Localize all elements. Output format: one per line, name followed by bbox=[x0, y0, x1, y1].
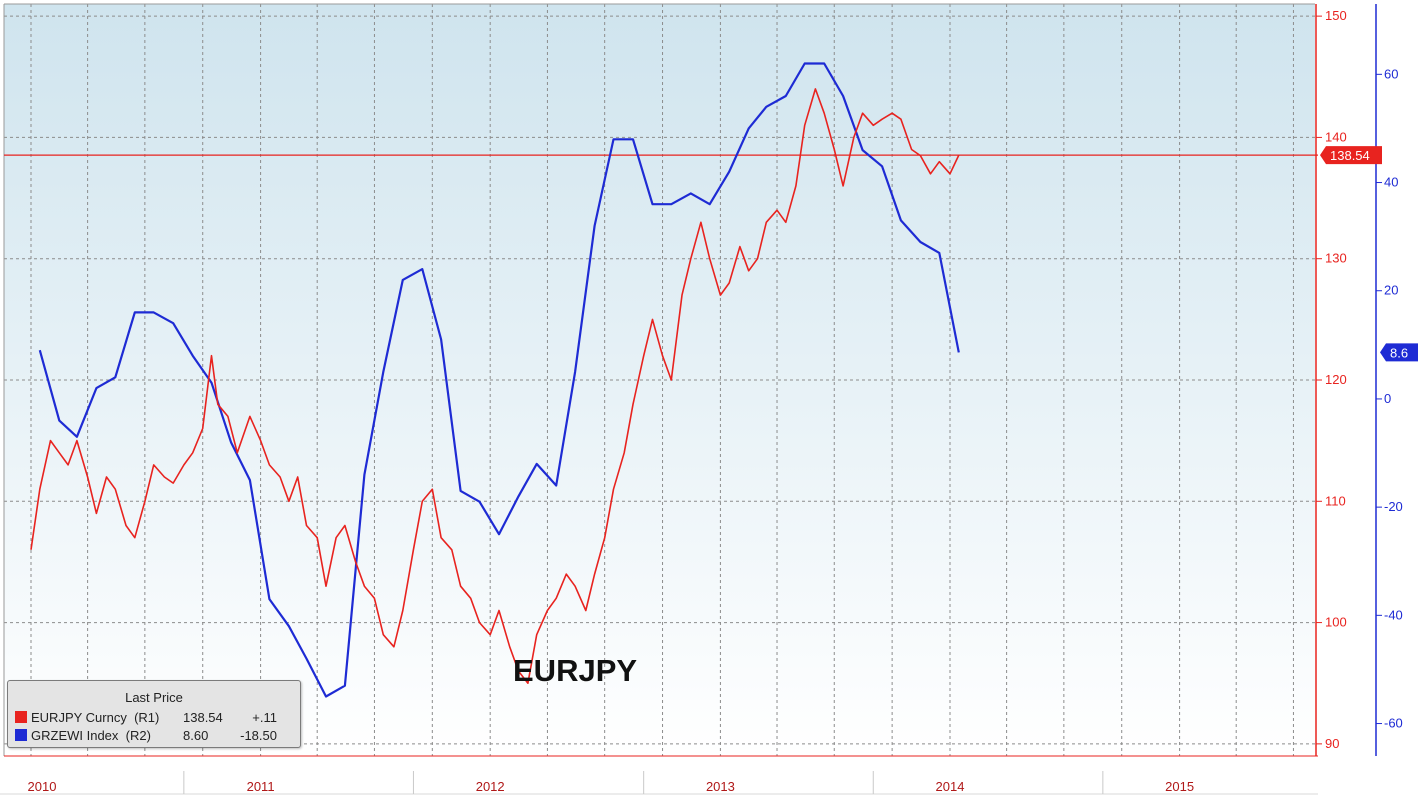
axis-x-tick-label: 2012 bbox=[476, 779, 505, 794]
axis-x-tick-label: 2014 bbox=[936, 779, 965, 794]
axis-r1-tick-label: 140 bbox=[1325, 129, 1347, 144]
axis-r2-tick-label: 40 bbox=[1384, 175, 1398, 190]
axis-r1-tick-label: 120 bbox=[1325, 372, 1347, 387]
series-line-eurjpy bbox=[30, 88, 960, 684]
legend-last-value: 138.54 bbox=[183, 709, 223, 725]
axis-r2-tick-label: 0 bbox=[1384, 391, 1391, 406]
legend-last-value: 8.60 bbox=[183, 727, 209, 743]
last-price-tag-eurjpy-label: 138.54 bbox=[1330, 148, 1370, 163]
legend-series-name: EURJPY Curncy (R1) bbox=[31, 709, 160, 725]
last-price-tag-zew-shape bbox=[1380, 343, 1418, 362]
axis-x-tick-label: 2015 bbox=[1165, 779, 1194, 794]
axis-r2-tick-label: 20 bbox=[1384, 283, 1398, 298]
legend-swatch-eurjpy bbox=[15, 711, 27, 723]
axis-x-tick-label: 2010 bbox=[28, 779, 57, 794]
axis-r1-tick-label: 100 bbox=[1325, 615, 1347, 630]
axis-r1-tick-label: 150 bbox=[1325, 8, 1347, 23]
axis-r1-tick-label: 130 bbox=[1325, 251, 1347, 266]
axis-r1-tick-label: 110 bbox=[1325, 493, 1346, 508]
legend-swatch-zew bbox=[15, 729, 27, 741]
legend-row-eurjpy: EURJPY Curncy (R1) 138.54 +.11 bbox=[8, 708, 300, 726]
legend-change-value: -18.50 bbox=[240, 727, 277, 743]
axis-r2-tick-label: -60 bbox=[1384, 716, 1403, 731]
axis-r2-tick-label: 60 bbox=[1384, 66, 1398, 81]
chart-legend: Last Price EURJPY Curncy (R1) 138.54 +.1… bbox=[7, 680, 301, 748]
legend-row-zew: GRZEWI Index (R2) 8.60 -18.50 bbox=[8, 726, 300, 744]
axis-r1-tick-label: 90 bbox=[1325, 736, 1339, 751]
series-line-grzewi bbox=[38, 62, 960, 698]
last-price-tag-eurjpy-shape bbox=[1320, 146, 1382, 165]
axis-r2-tick-label: -20 bbox=[1384, 499, 1403, 514]
axis-x-tick-label: 2011 bbox=[247, 779, 275, 794]
last-price-tag-eurjpy: 138.54 bbox=[1320, 146, 1382, 165]
chart-annotation: EURJPY bbox=[513, 653, 637, 688]
last-price-tag-zew: 8.6 bbox=[1380, 343, 1418, 362]
legend-title: Last Price bbox=[125, 690, 183, 705]
legend-change-value: +.11 bbox=[252, 709, 277, 725]
last-price-tag-zew-label: 8.6 bbox=[1390, 345, 1408, 360]
axis-x-tick-label: 2013 bbox=[706, 779, 735, 794]
legend-series-name: GRZEWI Index (R2) bbox=[31, 727, 151, 743]
axis-r2-tick-label: -40 bbox=[1384, 607, 1403, 622]
